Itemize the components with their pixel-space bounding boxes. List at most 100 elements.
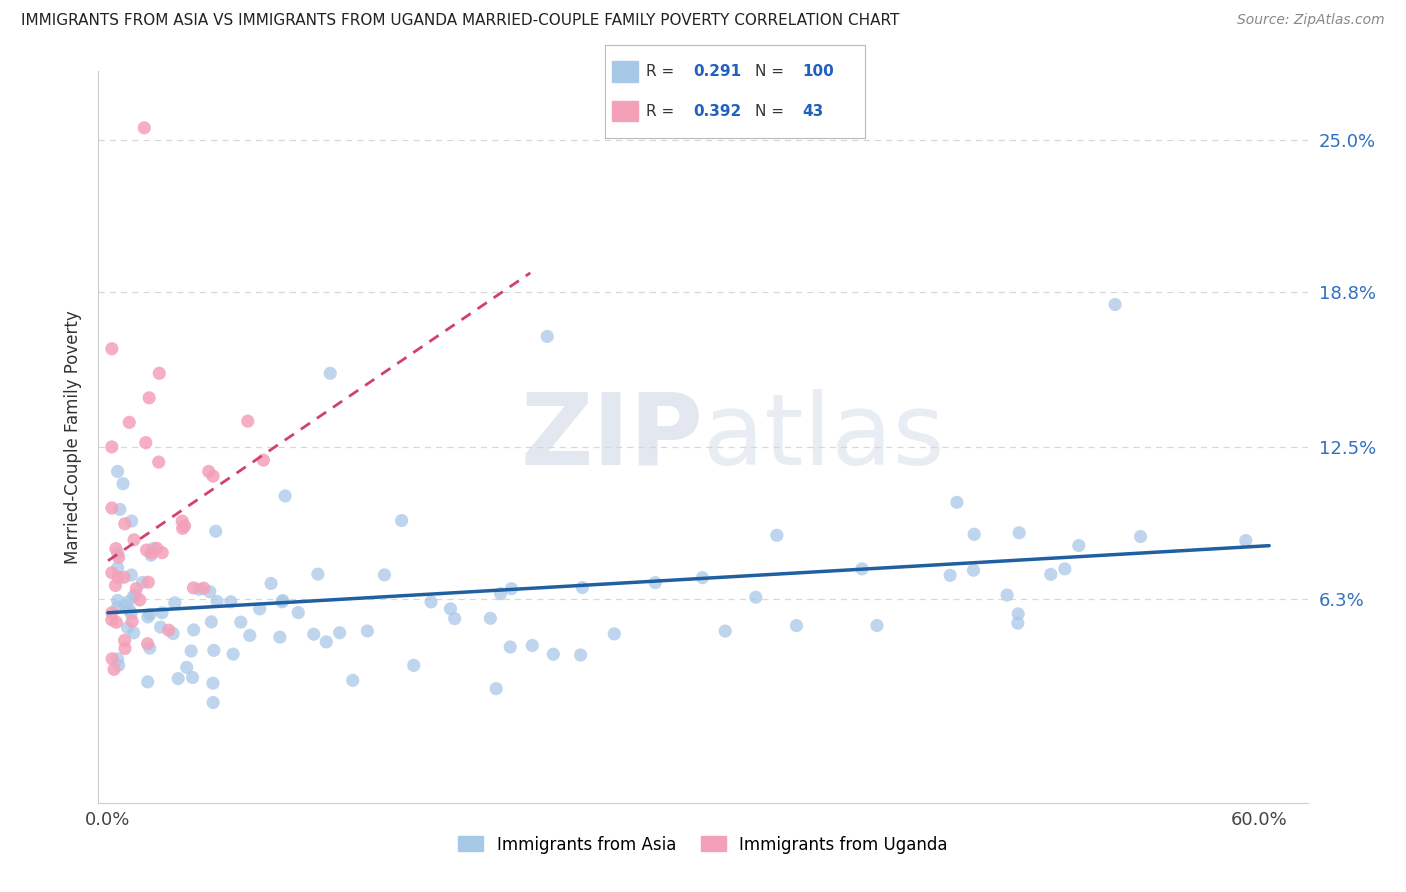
- Legend: Immigrants from Asia, Immigrants from Uganda: Immigrants from Asia, Immigrants from Ug…: [451, 829, 955, 860]
- Point: [439, 602, 461, 616]
- Point: [420, 595, 443, 609]
- Point: [181, 670, 204, 684]
- Point: [107, 550, 129, 565]
- Point: [287, 606, 309, 620]
- Point: [249, 602, 271, 616]
- Point: [499, 640, 522, 654]
- Point: [603, 627, 626, 641]
- Point: [692, 571, 714, 585]
- Point: [236, 414, 259, 428]
- Point: [302, 627, 325, 641]
- Point: [569, 648, 592, 662]
- Point: [114, 599, 136, 614]
- Point: [501, 582, 523, 596]
- Point: [125, 582, 148, 596]
- Text: R =: R =: [647, 103, 679, 119]
- Point: [148, 455, 170, 469]
- Point: [1104, 297, 1126, 311]
- Point: [121, 614, 143, 628]
- Point: [131, 575, 153, 590]
- Point: [962, 563, 984, 577]
- Point: [866, 618, 889, 632]
- Point: [150, 546, 173, 560]
- Point: [205, 594, 228, 608]
- Point: [1039, 567, 1062, 582]
- Point: [120, 607, 142, 621]
- Point: [766, 528, 789, 542]
- Point: [167, 672, 190, 686]
- Point: [139, 548, 162, 562]
- Bar: [613, 62, 638, 82]
- Point: [202, 696, 225, 710]
- Point: [117, 595, 139, 609]
- Point: [122, 590, 145, 604]
- Point: [1007, 616, 1029, 631]
- Point: [785, 618, 807, 632]
- Point: [252, 453, 274, 467]
- Y-axis label: Married-Couple Family Poverty: Married-Couple Family Poverty: [65, 310, 83, 564]
- Point: [188, 582, 211, 597]
- Point: [271, 595, 294, 609]
- Point: [198, 584, 221, 599]
- Point: [714, 624, 737, 638]
- Point: [150, 606, 173, 620]
- Point: [307, 567, 329, 582]
- Text: 43: 43: [803, 103, 824, 119]
- Point: [239, 628, 262, 642]
- Point: [939, 568, 962, 582]
- Point: [101, 652, 124, 666]
- Point: [141, 546, 163, 560]
- Point: [489, 586, 512, 600]
- Point: [105, 615, 128, 630]
- Point: [319, 366, 342, 380]
- Point: [274, 489, 297, 503]
- Point: [443, 612, 465, 626]
- Point: [107, 658, 129, 673]
- Point: [136, 610, 159, 624]
- Point: [197, 465, 219, 479]
- Text: 0.392: 0.392: [693, 103, 741, 119]
- Point: [118, 415, 141, 429]
- Point: [644, 575, 666, 590]
- Point: [219, 595, 242, 609]
- Point: [121, 514, 143, 528]
- Point: [135, 543, 157, 558]
- Text: atlas: atlas: [703, 389, 945, 485]
- Point: [112, 570, 135, 584]
- Point: [173, 519, 195, 533]
- Text: R =: R =: [647, 64, 679, 79]
- Point: [162, 626, 184, 640]
- Point: [193, 581, 215, 595]
- Point: [1129, 529, 1152, 543]
- Text: ZIP: ZIP: [520, 389, 703, 485]
- Point: [222, 647, 245, 661]
- Point: [1007, 607, 1029, 621]
- Point: [1234, 533, 1257, 548]
- Point: [107, 652, 129, 666]
- Point: [522, 639, 544, 653]
- Point: [176, 660, 198, 674]
- Point: [485, 681, 508, 696]
- Point: [114, 641, 136, 656]
- Point: [117, 621, 139, 635]
- Point: [1053, 562, 1076, 576]
- Point: [163, 596, 186, 610]
- Point: [136, 637, 159, 651]
- Point: [101, 613, 124, 627]
- Text: IMMIGRANTS FROM ASIA VS IMMIGRANTS FROM UGANDA MARRIED-COUPLE FAMILY POVERTY COR: IMMIGRANTS FROM ASIA VS IMMIGRANTS FROM …: [21, 13, 900, 29]
- Point: [120, 568, 142, 582]
- Text: 0.291: 0.291: [693, 64, 741, 79]
- Point: [111, 476, 134, 491]
- Point: [139, 641, 162, 656]
- Point: [139, 607, 162, 622]
- Point: [107, 599, 129, 614]
- Point: [202, 469, 225, 483]
- Point: [229, 615, 252, 629]
- Point: [128, 593, 150, 607]
- Point: [136, 674, 159, 689]
- Text: Source: ZipAtlas.com: Source: ZipAtlas.com: [1237, 13, 1385, 28]
- Point: [101, 440, 124, 454]
- Point: [180, 644, 202, 658]
- Point: [122, 533, 145, 547]
- Point: [104, 578, 127, 592]
